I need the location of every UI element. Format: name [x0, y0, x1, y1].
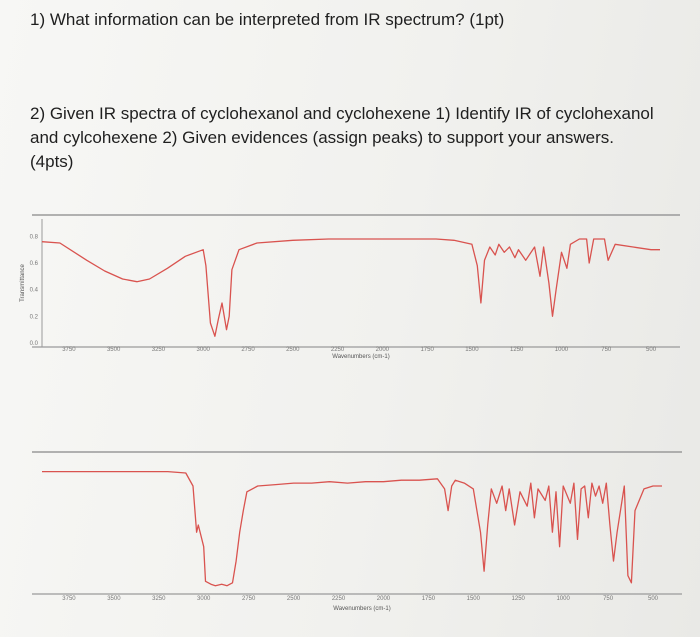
x-tick-label: 3000 — [197, 596, 211, 602]
x-tick-label: 750 — [601, 347, 612, 353]
x-tick-label: 1750 — [422, 596, 436, 602]
y-tick-label: 0.6 — [30, 261, 39, 267]
x-tick-label: 2500 — [287, 596, 301, 602]
ir-spectrum-2: 3750 3500 3250 3000 2750 2500 2250 2000 1750 1500… — [32, 451, 682, 612]
x-tick-label: 3500 — [107, 596, 121, 602]
x-tick-label: 3000 — [197, 347, 211, 353]
x-tick-label: 1750 — [420, 347, 434, 353]
x-tick-label: 1500 — [467, 596, 481, 602]
x-tick-label: 500 — [648, 596, 659, 602]
x-tick-label: 750 — [603, 596, 614, 602]
x-tick-label: 1500 — [465, 347, 479, 353]
y-axis-label: Transmittance — [20, 263, 26, 301]
y-tick-label: 0.4 — [30, 288, 39, 294]
x-tick-label: 1250 — [512, 596, 526, 602]
x-tick-label: 3750 — [62, 347, 76, 353]
question-2: 2) Given IR spectra of cyclohexanol and … — [30, 102, 670, 174]
question-1: 1) What information can be interpreted f… — [30, 10, 505, 29]
x-tick-label: 3250 — [152, 347, 166, 353]
x-tick-label: 2750 — [242, 596, 256, 602]
x-tick-label: 1000 — [555, 347, 569, 353]
spectrum-line — [42, 470, 662, 587]
x-tick-label: 2000 — [377, 596, 391, 602]
y-tick-label: 0.0 — [30, 341, 39, 347]
question-2-line-2: and cylcohexene 2) Given evidences (assi… — [30, 128, 614, 147]
x-tick-label: 1250 — [510, 347, 524, 353]
x-tick-label: 2250 — [332, 596, 346, 602]
x-tick-label: 3500 — [107, 347, 121, 353]
x-tick-label: 1000 — [556, 596, 570, 602]
y-tick-label: 0.2 — [30, 314, 39, 320]
spectrum-line — [41, 238, 660, 337]
question-2-line-3: (4pts) — [30, 152, 74, 171]
x-axis-label: Wavenumbers (cm-1) — [333, 606, 390, 612]
x-tick-label: 500 — [646, 347, 657, 353]
question-2-line-1: 2) Given IR spectra of cyclohexanol and … — [30, 104, 654, 123]
x-tick-label: 2250 — [331, 347, 345, 353]
x-tick-label: 3750 — [62, 596, 76, 602]
x-tick-label: 2500 — [286, 347, 300, 353]
x-tick-label: 2000 — [376, 347, 390, 353]
x-axis-label: Wavenumbers (cm-1) — [332, 354, 389, 360]
y-tick-label: 0.8 — [30, 234, 39, 240]
x-tick-label: 3250 — [152, 596, 166, 602]
x-tick-label: 2750 — [241, 347, 255, 353]
ir-spectrum-1: 0.8 0.6 0.4 0.2 0.0 Transmittance 3750 3500 3250… — [20, 214, 680, 360]
